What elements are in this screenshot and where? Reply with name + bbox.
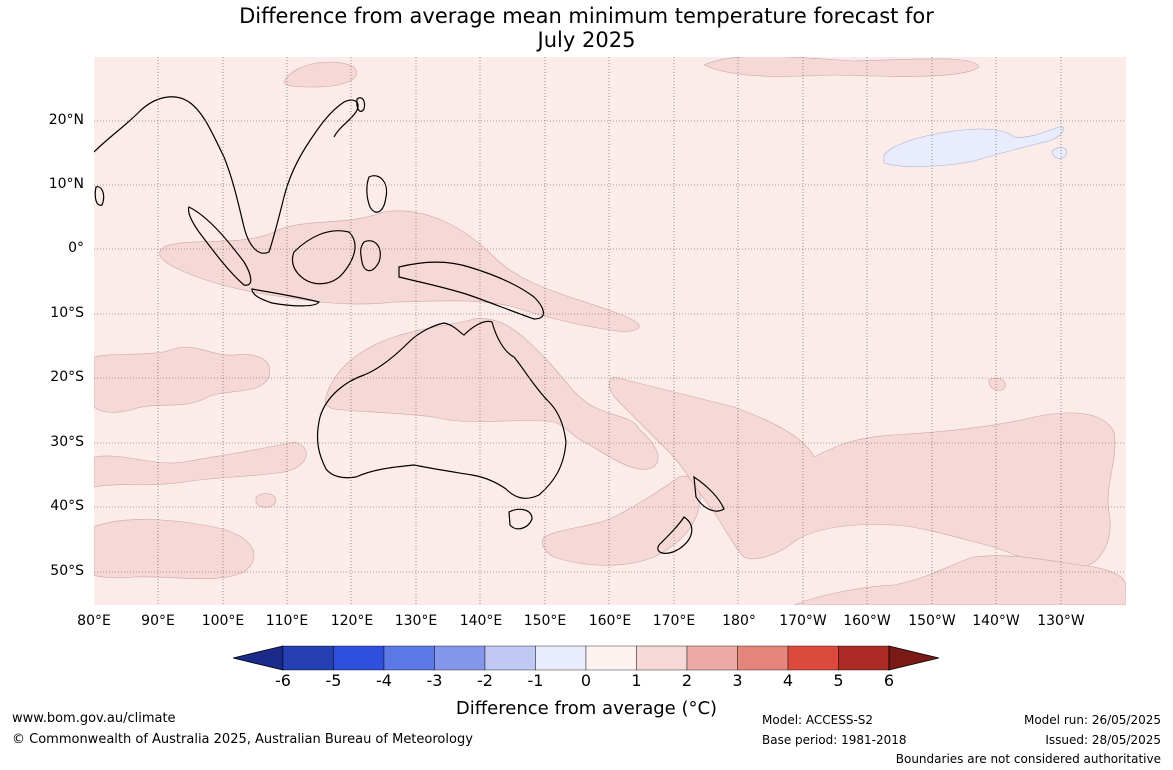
lat-label: 20°S	[50, 369, 84, 385]
copyright-text: © Commonwealth of Australia 2025, Austra…	[12, 732, 473, 747]
anomaly-region-southern-indian	[94, 441, 307, 488]
lon-label: 130°E	[394, 613, 438, 629]
colorbar-segment	[383, 645, 435, 671]
anomaly-region-australia	[324, 318, 659, 470]
map-title: Difference from average mean minimum tem…	[0, 4, 1173, 52]
colorbar-tick-label: 3	[732, 671, 743, 690]
lat-label: 10°N	[48, 176, 84, 192]
lat-label: 50°S	[50, 563, 84, 579]
anomaly-region-small-2	[988, 377, 1006, 391]
lon-label: 130°W	[1037, 613, 1085, 629]
anomaly-region-north	[283, 61, 357, 88]
base-period-text: Base period: 1981-2018	[762, 733, 907, 747]
coastlines	[94, 96, 725, 554]
colorbar-segment	[838, 645, 890, 671]
colorbar-label: Difference from average (°C)	[455, 698, 718, 719]
colorbar-segment	[434, 645, 486, 671]
colorbar-segment	[535, 645, 587, 671]
anomaly-region-tasman	[542, 475, 701, 566]
lon-label: 140°E	[459, 613, 503, 629]
lon-label: 150°E	[523, 613, 567, 629]
lon-label: 180°	[722, 613, 756, 629]
model-run-text: Model run: 26/05/2025	[1023, 713, 1161, 727]
coastline-australia	[316, 320, 567, 499]
coastline-sumatra	[187, 206, 252, 286]
coastline-asia	[94, 96, 359, 254]
title-line-2: July 2025	[537, 28, 636, 52]
colorbar-tick-label: -3	[426, 671, 443, 690]
lat-label: 40°S	[50, 498, 84, 514]
anomaly-region-cool-north-pacific	[883, 126, 1064, 167]
anomaly-region-small-1	[255, 493, 277, 508]
colorbar-tick-label: -5	[325, 671, 342, 690]
lon-label: 140°W	[972, 613, 1020, 629]
colorbar-tick-label: 2	[681, 671, 693, 690]
graticule	[94, 57, 1126, 605]
anomaly-region-far-south-pacific	[793, 555, 1126, 605]
lat-label: 20°N	[48, 112, 84, 128]
anomaly-region-south-pacific	[609, 376, 1116, 570]
colorbar-extend-low	[233, 645, 284, 671]
coastline-sri-lanka	[94, 186, 105, 206]
lat-label: 30°S	[50, 434, 84, 450]
anomaly-region-north-pacific	[703, 57, 980, 77]
lon-label: 160°E	[588, 613, 632, 629]
coastline-philippines	[366, 175, 388, 213]
lon-label: 110°E	[265, 613, 309, 629]
lon-label: 90°E	[141, 613, 175, 629]
lon-label: 160°W	[843, 613, 891, 629]
issued-text: Issued: 28/05/2025	[1045, 733, 1161, 747]
lon-label: 100°E	[201, 613, 245, 629]
colorbar-segment	[787, 645, 839, 671]
coastline-new-zealand-south	[657, 516, 693, 554]
colorbar-segment	[686, 645, 738, 671]
map-svg	[94, 57, 1126, 605]
colorbar-tick-label: -1	[527, 671, 544, 690]
coastline-new-zealand-north	[693, 475, 725, 512]
colorbar-tick-label: -2	[477, 671, 493, 690]
colorbar-segment	[282, 645, 334, 671]
colorbar-tick-label: 1	[631, 671, 642, 690]
coastline-borneo	[291, 230, 356, 285]
colorbar-segment	[737, 645, 789, 671]
lat-label: 0°	[68, 240, 84, 256]
anomaly-region-cool-small	[1051, 147, 1067, 159]
anomaly-region-southern-ocean	[94, 519, 255, 580]
coastline-java	[251, 288, 320, 307]
colorbar-tick-label: 6	[883, 671, 895, 690]
title-line-1: Difference from average mean minimum tem…	[239, 4, 934, 28]
colorbar-tick-label: 0	[580, 671, 592, 690]
cool-anomaly-regions	[883, 126, 1067, 167]
colorbar	[233, 645, 939, 671]
lon-label: 170°W	[779, 613, 827, 629]
website-text: www.bom.gov.au/climate	[12, 711, 176, 726]
lon-label: 150°W	[908, 613, 956, 629]
lon-label: 80°E	[77, 613, 111, 629]
coastline-tasmania	[508, 508, 533, 530]
disclaimer-text: Boundaries are not considered authoritat…	[895, 752, 1161, 766]
coastline-new-guinea	[398, 261, 544, 320]
coastline-taiwan	[356, 97, 366, 112]
colorbar-tick-label: 4	[782, 671, 794, 690]
lon-label: 120°E	[330, 613, 374, 629]
colorbar-tick-label: -6	[275, 671, 291, 690]
colorbar-extend-high	[888, 645, 939, 671]
colorbar-segment	[484, 645, 536, 671]
anomaly-region-southwest-indian	[94, 346, 271, 413]
colorbar-tick-label: -4	[376, 671, 392, 690]
model-text: Model: ACCESS-S2	[762, 713, 874, 727]
lon-label: 170°E	[652, 613, 696, 629]
colorbar-tick-label: 5	[833, 671, 844, 690]
colorbar-segment	[333, 645, 385, 671]
colorbar-segment	[585, 645, 637, 671]
coastline-sulawesi	[360, 240, 381, 272]
lat-label: 10°S	[50, 305, 84, 321]
colorbar-segment	[636, 645, 688, 671]
forecast-map	[94, 57, 1126, 605]
